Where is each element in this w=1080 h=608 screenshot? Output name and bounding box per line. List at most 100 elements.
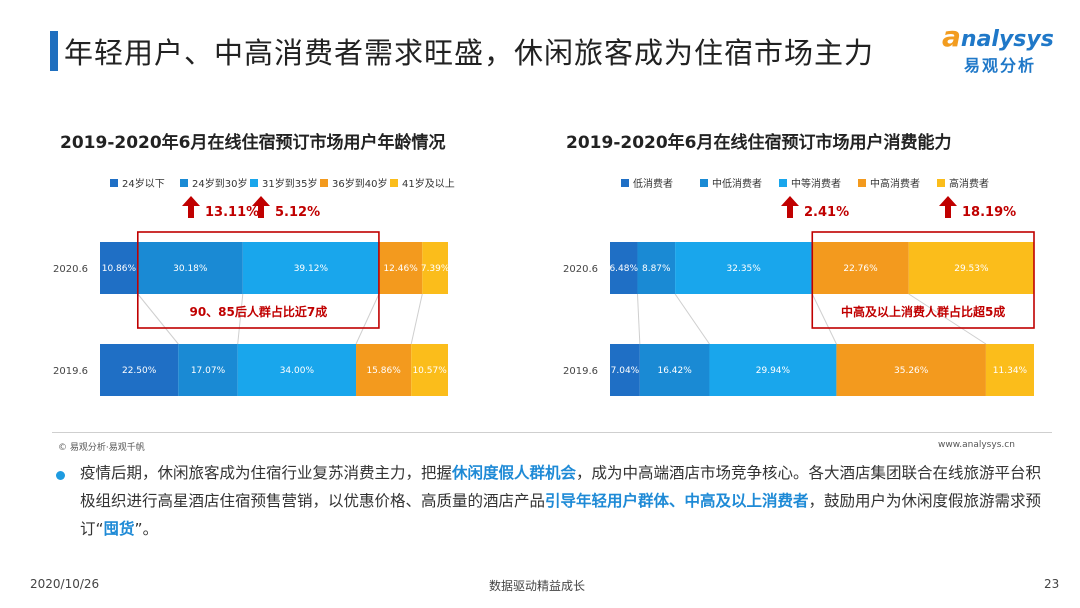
title-accent-bar bbox=[50, 31, 58, 71]
bar-segment bbox=[709, 344, 837, 396]
growth-label: 13.11% bbox=[205, 205, 259, 220]
growth-label: 18.19% bbox=[962, 205, 1016, 220]
bar-segment bbox=[610, 242, 638, 294]
legend-swatch bbox=[320, 179, 328, 187]
bar-segment bbox=[356, 344, 412, 396]
bullet-dot bbox=[56, 471, 65, 480]
bar-segment bbox=[610, 344, 640, 396]
legend-label: 24岁以下 bbox=[122, 177, 165, 190]
category-label: 2020.6 bbox=[53, 264, 88, 275]
connector-line bbox=[636, 293, 641, 345]
age-stacked-bar-chart: 24岁以下 24岁到30岁 31岁到35岁 36岁到40岁 41岁及以上 2020.6 10… bbox=[53, 177, 455, 396]
bar-segment bbox=[985, 344, 1034, 396]
spending-stacked-bar-chart: 低消费者 中低消费者 中等消费者 中高消费者 高消费者 2020.6 6.48% 8.87% 3… bbox=[563, 177, 1035, 396]
page-number: 23 bbox=[1044, 577, 1060, 591]
bar-segment bbox=[908, 242, 1034, 294]
site-url: www.analysys.cn bbox=[938, 440, 1015, 450]
legend-swatch bbox=[250, 179, 258, 187]
growth-label: 2.41% bbox=[804, 205, 849, 220]
legend-label: 中高消费者 bbox=[870, 177, 920, 190]
bar-segment bbox=[812, 242, 909, 294]
legend-swatch bbox=[180, 179, 188, 187]
paragraph-text: 疫情后期，休闲旅客成为住宿行业复苏消费主力，把握 bbox=[80, 464, 453, 482]
highlight-text: 引导年轻用户群体、中高及以上消费者 bbox=[545, 492, 809, 510]
legend-label: 36岁到40岁 bbox=[332, 177, 387, 190]
bar-segment bbox=[178, 344, 238, 396]
bar-segment bbox=[100, 344, 179, 396]
connector-line bbox=[410, 293, 423, 345]
bar-segment bbox=[639, 344, 710, 396]
legend-swatch bbox=[110, 179, 118, 187]
data-label: 7.04% bbox=[611, 366, 640, 376]
data-label: 12.46% bbox=[383, 264, 418, 274]
connector-line bbox=[811, 293, 837, 345]
connector-line bbox=[674, 293, 710, 345]
legend-label: 24岁到30岁 bbox=[192, 177, 247, 190]
data-label: 6.48% bbox=[609, 264, 638, 274]
data-label: 30.18% bbox=[173, 264, 208, 274]
connector-line bbox=[355, 293, 380, 345]
growth-arrow-icon bbox=[252, 196, 270, 218]
growth-arrow-icon bbox=[182, 196, 200, 218]
data-label: 15.86% bbox=[366, 366, 401, 376]
bar-segment bbox=[836, 344, 986, 396]
bar-segment bbox=[237, 344, 357, 396]
legend-swatch bbox=[390, 179, 398, 187]
highlight-text: 休闲度假人群机会 bbox=[452, 464, 577, 482]
bar-segment bbox=[411, 344, 448, 396]
growth-label: 5.12% bbox=[275, 205, 320, 220]
data-label: 29.94% bbox=[756, 366, 791, 376]
data-label: 8.87% bbox=[642, 264, 671, 274]
highlight-box bbox=[136, 231, 380, 329]
legend-swatch bbox=[700, 179, 708, 187]
bar-segment bbox=[242, 242, 379, 294]
data-label: 35.26% bbox=[894, 366, 929, 376]
legend-label: 低消费者 bbox=[633, 177, 673, 190]
connector-line bbox=[237, 293, 244, 345]
category-label: 2019.6 bbox=[563, 366, 598, 377]
page-title: 年轻用户、中高消费者需求旺盛，休闲旅客成为住宿市场主力 bbox=[64, 36, 875, 70]
chart-title-age: 2019-2020年6月在线住宿预订市场用户年龄情况 bbox=[60, 133, 446, 153]
data-label: 10.86% bbox=[102, 264, 137, 274]
bar-segment bbox=[378, 242, 423, 294]
divider bbox=[52, 432, 1052, 433]
growth-arrow-icon bbox=[781, 196, 799, 218]
legend-label: 31岁到35岁 bbox=[262, 177, 317, 190]
bar-segment bbox=[422, 242, 448, 294]
paragraph-text: ，鼓励用户为休闲度假旅游需求预订“ bbox=[80, 492, 1042, 538]
analysys-logo: analysys 易观分析 bbox=[942, 20, 1060, 80]
growth-arrow-icon bbox=[939, 196, 957, 218]
data-label: 39.12% bbox=[294, 264, 329, 274]
connector-line bbox=[908, 293, 987, 345]
highlight-box bbox=[811, 231, 1035, 329]
bar-segment bbox=[637, 242, 676, 294]
paragraph-text: ”。 bbox=[134, 520, 159, 538]
data-label: 22.50% bbox=[122, 366, 157, 376]
data-label: 11.34% bbox=[993, 366, 1028, 376]
legend-swatch bbox=[937, 179, 945, 187]
highlight-text: 囤货 bbox=[103, 520, 135, 538]
highlight-label: 90、85后人群占比近7成 bbox=[189, 304, 327, 319]
data-label: 16.42% bbox=[657, 366, 692, 376]
legend-swatch bbox=[858, 179, 866, 187]
legend-label: 中低消费者 bbox=[712, 177, 762, 190]
legend-swatch bbox=[621, 179, 629, 187]
data-label: 34.00% bbox=[280, 366, 315, 376]
logo-chinese: 易观分析 bbox=[964, 56, 1037, 75]
bar-segment bbox=[675, 242, 813, 294]
logo-wordmark: analysys bbox=[942, 20, 1054, 53]
footer-slogan: 数据驱动精益成长 bbox=[489, 579, 586, 593]
data-label: 10.57% bbox=[412, 366, 447, 376]
source-note: © 易观分析·易观千帆 bbox=[58, 443, 145, 453]
category-label: 2019.6 bbox=[53, 366, 88, 377]
legend-label: 41岁及以上 bbox=[402, 177, 455, 190]
legend-label: 高消费者 bbox=[949, 177, 989, 190]
paragraph-text: ，成为中高端酒店市场竞争核心。各大酒店集团联合在线旅游平台积极组织进行高星酒店住… bbox=[80, 464, 1042, 510]
data-label: 29.53% bbox=[954, 264, 989, 274]
category-label: 2020.6 bbox=[563, 264, 598, 275]
highlight-label: 中高及以上消费人群占比超5成 bbox=[841, 304, 1005, 319]
legend-swatch bbox=[779, 179, 787, 187]
bar-segment bbox=[100, 242, 138, 294]
footer-date: 2020/10/26 bbox=[30, 577, 100, 591]
summary-paragraph: 疫情后期，休闲旅客成为住宿行业复苏消费主力，把握休闲度假人群机会，成为中高端酒店… bbox=[80, 459, 1050, 543]
